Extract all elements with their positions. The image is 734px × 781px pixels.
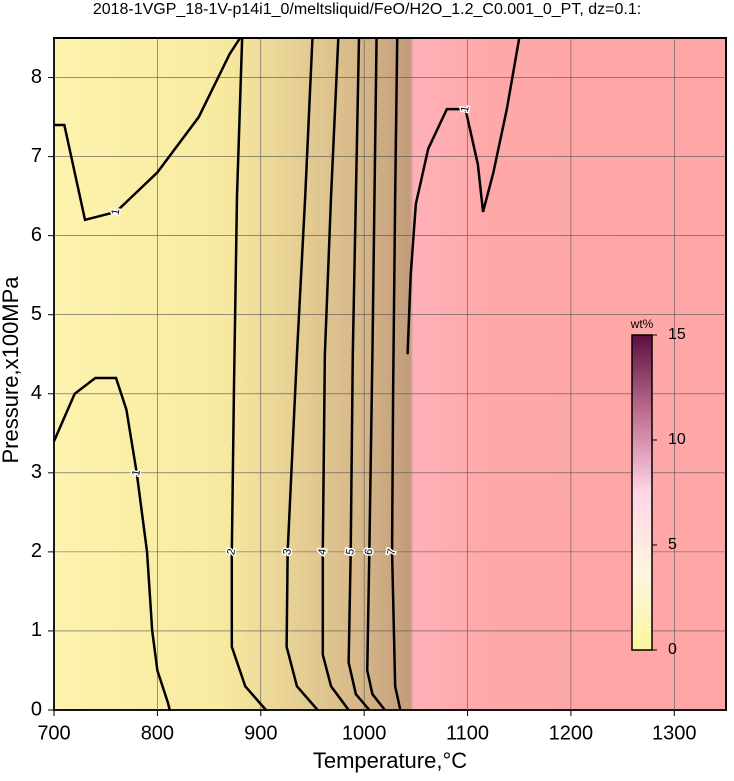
- contour-line: [285, 37, 319, 711]
- contour-line: [230, 37, 267, 711]
- colorbar-tick-label: 10: [668, 431, 686, 448]
- contour-label: 2: [225, 548, 238, 556]
- x-tick-label: 700: [37, 722, 70, 744]
- y-tick-label: 3: [31, 461, 42, 483]
- contour-line: [390, 37, 402, 711]
- x-tick-label: 800: [141, 722, 174, 744]
- x-tick-label: 1100: [446, 722, 489, 744]
- x-tick-label: 1200: [549, 722, 594, 744]
- y-tick-label: 6: [31, 224, 42, 246]
- contour-label: 5: [344, 548, 357, 556]
- contour-label: 6: [363, 548, 376, 556]
- contour-label: 1: [109, 208, 122, 216]
- colorbar-label: wt%: [630, 317, 654, 331]
- contour-label: 7: [386, 548, 399, 556]
- x-tick-label: 1000: [342, 722, 387, 744]
- y-tick-label: 4: [31, 382, 42, 404]
- x-tick-label: 1300: [652, 722, 697, 744]
- y-tick-label: 8: [31, 66, 42, 88]
- colorbar: [631, 334, 653, 651]
- contour-label: 4: [316, 548, 329, 556]
- contour-line: [54, 37, 242, 222]
- y-tick-label: 5: [31, 303, 42, 325]
- contour-line: [347, 37, 371, 711]
- x-tick-label: 900: [244, 722, 277, 744]
- y-tick-label: 0: [31, 698, 42, 720]
- plot-area: [53, 37, 727, 711]
- contour-line: [321, 37, 350, 711]
- contour-label: 3: [281, 548, 294, 556]
- contour-line: [406, 37, 521, 355]
- contour-line: [52, 376, 172, 711]
- chart-title: 2018-1VGP_18-1V-p14i1_0/meltsliquid/FeO/…: [93, 1, 641, 18]
- colorbar-tick-label: 15: [668, 326, 686, 343]
- y-axis-label: Pressure,x100MPa: [0, 276, 23, 464]
- contour-label: 1: [459, 105, 472, 113]
- colorbar-tick-label: 5: [668, 536, 677, 553]
- contour-line: [366, 37, 386, 711]
- colorbar-tick-label: 0: [668, 641, 677, 658]
- y-tick-label: 7: [31, 145, 42, 167]
- y-tick-label: 1: [31, 619, 42, 641]
- contour-label: 1: [130, 469, 143, 477]
- y-tick-label: 2: [31, 540, 42, 562]
- x-axis-label: Temperature,°C: [313, 748, 467, 773]
